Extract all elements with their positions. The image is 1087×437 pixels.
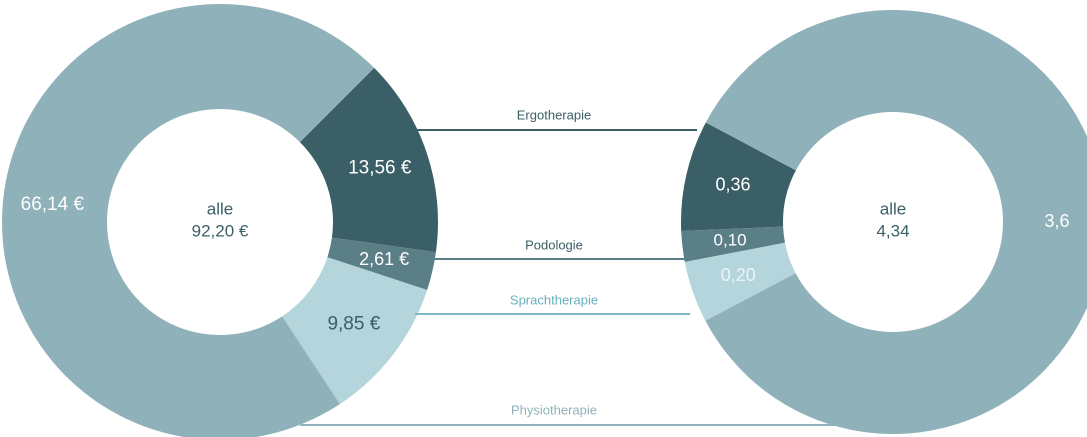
donut-segment — [327, 237, 436, 290]
center-label: alle — [880, 199, 906, 218]
category-label: Ergotherapie — [517, 107, 591, 122]
value-label: 9,85 € — [327, 313, 380, 334]
donut-segment — [681, 226, 785, 262]
donut-segment — [2, 4, 375, 437]
value-label: 13,56 € — [348, 158, 412, 179]
category-label: Physiotherapie — [511, 402, 597, 417]
donut-segment — [282, 257, 428, 405]
connectors: Ergotherapie Podologie Sprachtherapie Ph… — [300, 107, 840, 426]
donut-segment — [299, 67, 438, 253]
center-total: 92,20 € — [192, 221, 249, 240]
value-label: 66,14 € — [21, 194, 85, 215]
center-label: alle — [207, 199, 233, 218]
value-label: 3,6 — [1044, 211, 1069, 231]
value-label: 0,10 — [714, 230, 747, 249]
value-label: 0,20 — [721, 265, 756, 285]
donut-segment — [684, 242, 796, 321]
category-label: Podologie — [525, 237, 583, 252]
value-label: 0,36 — [716, 174, 751, 194]
center-total: 4,34 — [876, 221, 909, 240]
donut-segment — [705, 10, 1087, 434]
category-label: Sprachtherapie — [510, 292, 598, 307]
donut-segment — [680, 122, 796, 231]
value-label: 2,61 € — [359, 249, 409, 269]
